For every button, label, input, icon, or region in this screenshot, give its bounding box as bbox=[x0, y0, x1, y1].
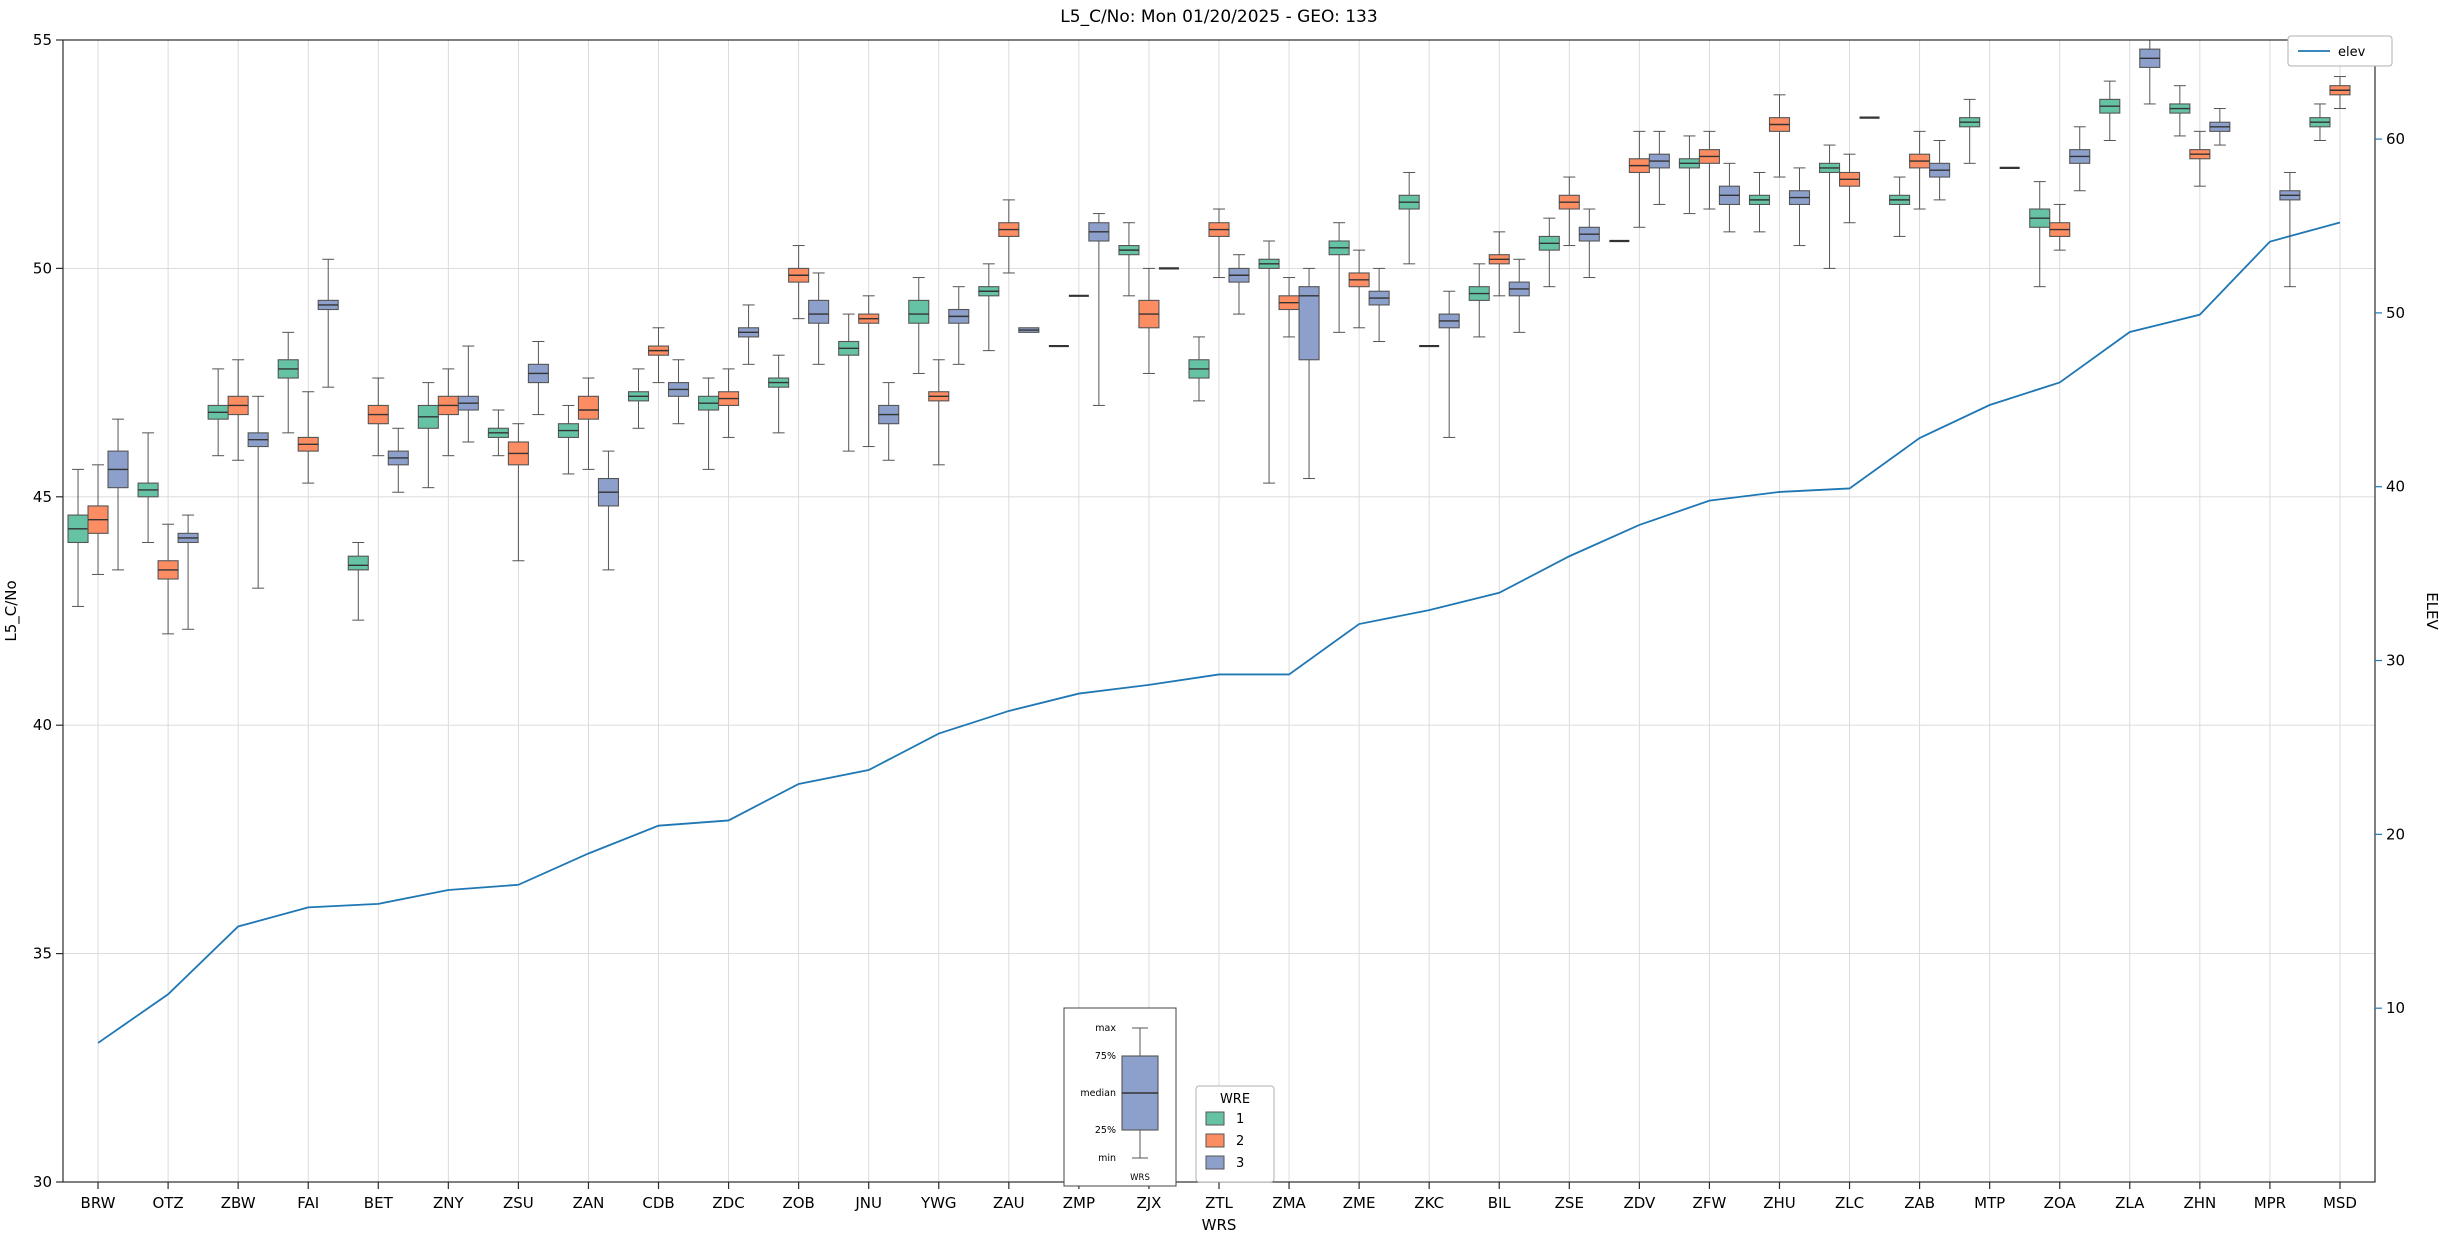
y-tick-label-right: 60 bbox=[2386, 130, 2405, 148]
legend-wre-swatch-2 bbox=[1205, 1133, 1225, 1148]
x-tick-label: FAI bbox=[297, 1194, 319, 1212]
x-tick-label: MSD bbox=[2323, 1194, 2357, 1212]
x-tick-label: ZKC bbox=[1414, 1194, 1444, 1212]
legend-elev-box bbox=[2287, 35, 2393, 67]
x-tick-label: BET bbox=[364, 1194, 394, 1212]
x-tick-label: BIL bbox=[1488, 1194, 1512, 1212]
elev-line bbox=[97, 221, 2341, 1044]
x-tick-label: ZSU bbox=[503, 1194, 534, 1212]
x-tick-label: OTZ bbox=[152, 1194, 183, 1212]
x-tick-label: ZAN bbox=[573, 1194, 605, 1212]
y-tick-label-left: 30 bbox=[33, 1173, 52, 1191]
anatomy-label-median: median bbox=[1080, 1088, 1116, 1099]
anatomy-label-min: min bbox=[1098, 1153, 1116, 1164]
x-tick-label: ZMP bbox=[1063, 1194, 1095, 1212]
y-tick-label-left: 55 bbox=[33, 31, 52, 49]
x-tick-label: ZLC bbox=[1835, 1194, 1864, 1212]
x-tick-label: MPR bbox=[2254, 1194, 2286, 1212]
legend-wre-swatch-3 bbox=[1205, 1155, 1225, 1170]
x-tick-label: ZHN bbox=[2183, 1194, 2216, 1212]
legend-wre-label-1: 1 bbox=[1236, 1112, 1244, 1127]
x-tick-label: ZDC bbox=[712, 1194, 744, 1212]
anatomy-label-max: max bbox=[1095, 1023, 1116, 1034]
x-tick-label: ZMA bbox=[1272, 1194, 1306, 1212]
box-wre1 bbox=[908, 299, 930, 324]
x-tick-label: ZAU bbox=[993, 1194, 1025, 1212]
x-tick-label: ZTL bbox=[1205, 1194, 1233, 1212]
x-tick-label: ZSE bbox=[1555, 1194, 1584, 1212]
x-tick-label: JNU bbox=[854, 1194, 882, 1212]
x-tick-label: BRW bbox=[81, 1194, 116, 1212]
box-wre3 bbox=[808, 299, 830, 324]
x-tick-label: ZOA bbox=[2044, 1194, 2077, 1212]
x-axis-label: WRS bbox=[1202, 1216, 1237, 1234]
legend-wre-title: WRE bbox=[1220, 1092, 1250, 1107]
box-wre3 bbox=[1298, 286, 1320, 361]
y-axis-label-right: ELEV bbox=[2423, 592, 2439, 630]
anatomy-label-75: 75% bbox=[1095, 1051, 1116, 1062]
x-tick-label: ZHU bbox=[1763, 1194, 1796, 1212]
x-tick-label: ZAB bbox=[1904, 1194, 1935, 1212]
y-tick-label-right: 10 bbox=[2386, 999, 2405, 1017]
box-wre2 bbox=[577, 395, 600, 420]
y-tick-label-left: 40 bbox=[33, 716, 52, 734]
y-tick-label-right: 20 bbox=[2386, 825, 2405, 843]
y-tick-label-right: 30 bbox=[2386, 652, 2405, 670]
legend-wre-label-2: 2 bbox=[1236, 1134, 1244, 1149]
x-tick-label: ZDV bbox=[1623, 1194, 1656, 1212]
anatomy-xlabel: WRS bbox=[1130, 1173, 1150, 1183]
y-tick-label-right: 50 bbox=[2386, 304, 2405, 322]
legend-elev-label: elev bbox=[2338, 45, 2366, 60]
x-tick-label: MTP bbox=[1974, 1194, 2005, 1212]
x-tick-label: ZJX bbox=[1136, 1194, 1161, 1212]
x-tick-label: ZBW bbox=[221, 1194, 256, 1212]
x-tick-label: ZFW bbox=[1693, 1194, 1727, 1212]
y-tick-label-left: 45 bbox=[33, 488, 52, 506]
x-tick-label: YWG bbox=[920, 1194, 957, 1212]
y-tick-label-right: 40 bbox=[2386, 478, 2405, 496]
x-tick-label: ZME bbox=[1343, 1194, 1376, 1212]
x-tick-label: ZNY bbox=[433, 1194, 464, 1212]
box-wre1 bbox=[347, 555, 369, 571]
legend-wre-label-3: 3 bbox=[1236, 1156, 1244, 1171]
y-tick-label-left: 35 bbox=[33, 945, 52, 963]
y-axis-label-left: L5_C/No bbox=[2, 580, 21, 641]
anatomy-label-25: 25% bbox=[1095, 1125, 1116, 1136]
x-tick-label: ZOB bbox=[782, 1194, 814, 1212]
x-tick-label: CDB bbox=[642, 1194, 674, 1212]
legend-wre-swatch-1 bbox=[1205, 1111, 1225, 1126]
chart-title: L5_C/No: Mon 01/20/2025 - GEO: 133 bbox=[1060, 7, 1377, 27]
y-tick-label-left: 50 bbox=[33, 259, 52, 277]
x-tick-label: ZLA bbox=[2115, 1194, 2145, 1212]
